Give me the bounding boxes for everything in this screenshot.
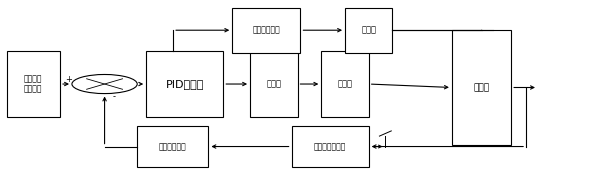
Bar bbox=[292, 126, 369, 167]
Text: 氮气罐: 氮气罐 bbox=[361, 26, 376, 35]
Text: 电动调节阀门: 电动调节阀门 bbox=[252, 26, 280, 35]
Text: +: + bbox=[65, 75, 72, 84]
Text: 炉内微正压测量: 炉内微正压测量 bbox=[314, 142, 346, 151]
Bar bbox=[146, 51, 223, 117]
Text: PID控制器: PID控制器 bbox=[165, 79, 204, 89]
Bar bbox=[321, 51, 369, 117]
Text: 变频器: 变频器 bbox=[266, 79, 281, 89]
Text: -: - bbox=[113, 92, 116, 101]
Text: 热解炉压
力设定值: 热解炉压 力设定值 bbox=[24, 74, 43, 94]
Text: 增压泵: 增压泵 bbox=[337, 79, 352, 89]
Text: 热解炉: 热解炉 bbox=[474, 83, 490, 92]
Bar bbox=[452, 30, 511, 145]
Bar bbox=[250, 51, 298, 117]
Bar bbox=[232, 8, 300, 53]
Bar bbox=[137, 126, 208, 167]
Bar bbox=[345, 8, 393, 53]
Text: 微差压变送器: 微差压变送器 bbox=[159, 142, 187, 151]
Bar bbox=[7, 51, 60, 117]
